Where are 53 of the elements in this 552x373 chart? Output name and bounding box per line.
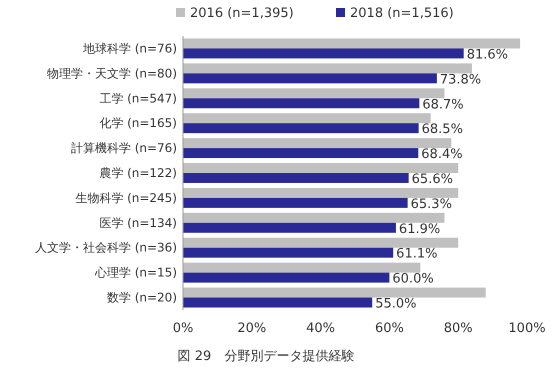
y-tick-label: 生物科学 (n=245) [75,190,177,205]
x-tick-label: 20% [237,321,266,336]
bar [183,138,452,148]
bar [183,173,409,183]
bar [183,123,419,134]
bar [183,163,458,173]
bar [183,212,444,223]
y-tick-label: 農学 (n=122) [99,166,177,180]
bar [183,148,418,158]
data-label: 55.0% [375,296,417,312]
data-label: 73.8% [440,72,482,88]
bar [183,288,486,298]
x-tick-label: 60% [374,321,404,336]
y-tick-label: 心理学 (n=15) [94,266,177,280]
y-tick-label: 医学 (n=134) [99,216,177,230]
bar [183,63,472,74]
y-tick-label: 人文学・社会科学 (n=36) [34,240,177,255]
y-tick-label: 物理学・天文学 (n=80) [46,66,177,80]
data-label: 65.3% [410,196,452,212]
bar [183,198,408,208]
bar [183,73,437,84]
legend-label: 2018 (n=1,516) [350,6,454,21]
bar [183,298,372,308]
text: 図 29 分野別データ提供経験 [178,349,354,364]
data-label: 68.4% [421,147,463,162]
bar [183,262,420,273]
bar [183,272,390,283]
y-tick-label: 工学 (n=547) [99,91,177,106]
data-label: 60.0% [392,272,434,287]
data-label: 61.1% [396,246,438,262]
x-tick-label: 40% [306,321,336,336]
data-label: 65.6% [412,172,453,187]
y-tick-label: 計算機科学 (n=76) [70,141,177,156]
bar [183,113,431,124]
bar [183,248,394,258]
bar [183,88,444,98]
data-label: 61.9% [398,222,440,237]
legend-label: 2016 (n=1,395) [190,6,294,21]
bar [183,238,458,248]
y-tick-label: 化学 (n=165) [99,116,177,130]
data-label: 81.6% [466,47,508,62]
bar [183,222,396,233]
data-label: 68.7% [422,97,464,112]
x-tick-label: 0% [172,321,194,336]
bar [183,98,420,108]
y-tick-label: 数学 (n=20) [106,290,177,305]
data-label: 68.5% [422,122,463,138]
x-tick-label: 80% [444,321,473,336]
bar [183,48,464,58]
y-tick-label: 地球科学 (n=76) [82,41,177,56]
bar [183,188,458,198]
x-tick-label: 100% [508,321,546,336]
bar [183,38,520,48]
